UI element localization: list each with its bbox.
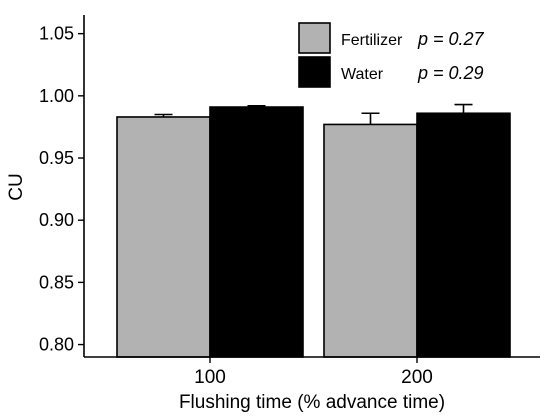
y-tick-label: 0.95: [39, 148, 74, 168]
x-tick-label: 100: [194, 367, 226, 388]
x-ticks-layer: 100 200: [194, 357, 433, 388]
bar-fertilizer-200: [323, 123, 418, 358]
legend-p-value-water: p = 0.29: [417, 63, 484, 83]
bars-layer: [116, 106, 511, 358]
x-axis-label: Flushing time (% advance time): [179, 392, 445, 413]
legend: Fertilizer p = 0.27 Water p = 0.29: [298, 22, 485, 88]
legend-swatch-water: [298, 56, 331, 88]
y-tick-label: 0.85: [39, 272, 74, 292]
y-tick-label: 1.00: [39, 86, 74, 106]
y-tick-label: 0.90: [39, 210, 74, 230]
legend-label-water: Water: [341, 66, 384, 83]
legend-swatch-fertilizer: [298, 22, 331, 54]
legend-label-fertilizer: Fertilizer: [341, 32, 403, 49]
y-axis-label: CU: [6, 173, 27, 200]
bar-water-100: [209, 106, 304, 358]
y-tick-label: 1.05: [39, 24, 74, 44]
y-ticks-layer: 0.80 0.85 0.90 0.95 1.00 1.05: [39, 24, 84, 355]
x-tick-label: 200: [401, 367, 433, 388]
legend-p-value-fertilizer: p = 0.27: [417, 29, 485, 49]
error-bars-layer: [154, 103, 473, 125]
bar-water-200: [416, 112, 511, 358]
y-tick-label: 0.80: [39, 335, 74, 355]
bar-fertilizer-100: [116, 116, 211, 358]
